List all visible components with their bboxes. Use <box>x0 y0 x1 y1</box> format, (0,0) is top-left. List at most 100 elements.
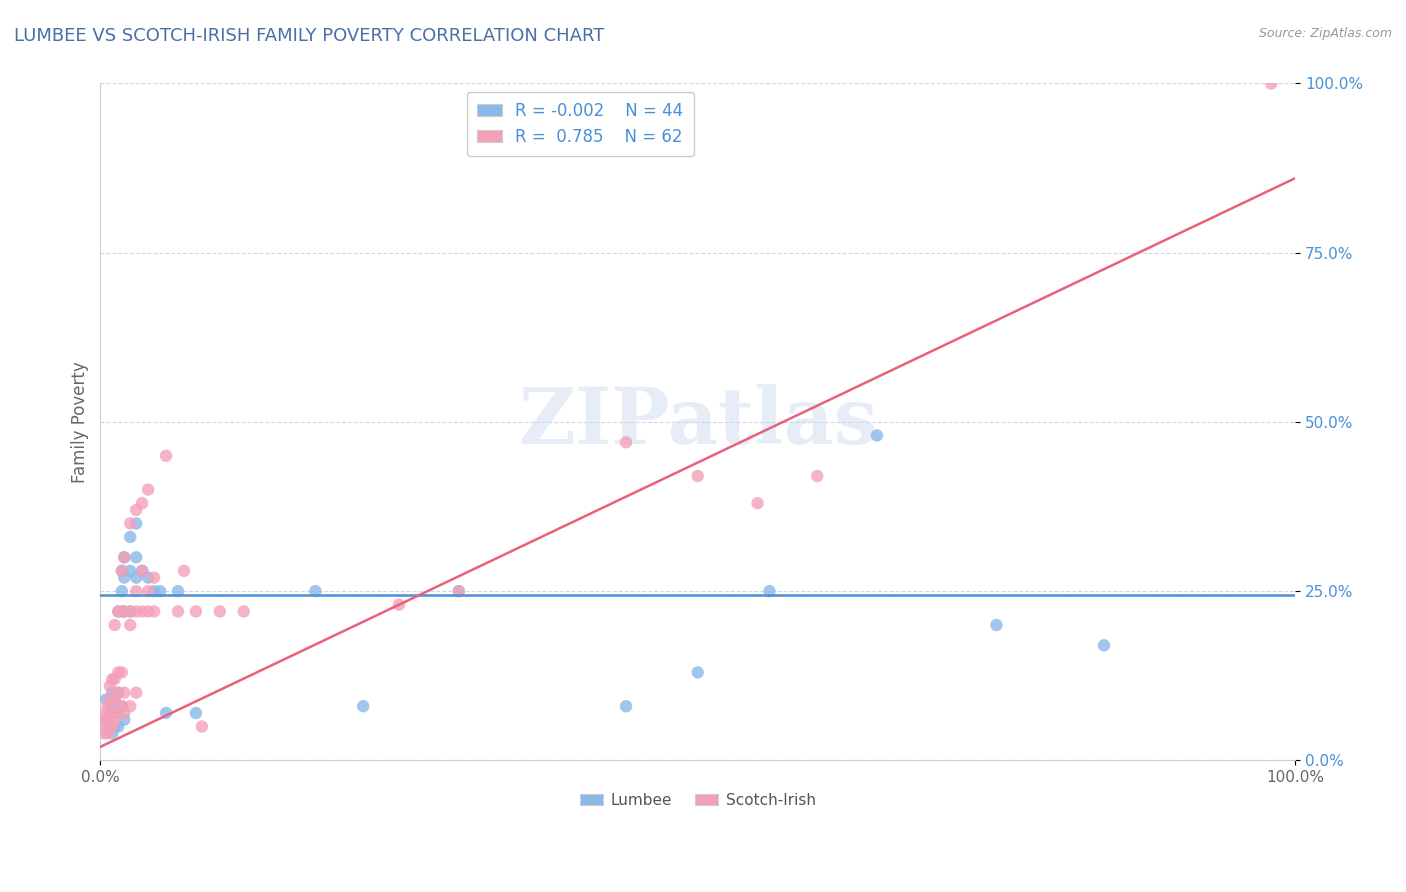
Point <box>97 720 120 734</box>
Point <box>125 550 148 565</box>
Point <box>208 604 231 618</box>
Point <box>388 598 411 612</box>
Point <box>96 692 118 706</box>
Point <box>120 564 142 578</box>
Point <box>107 706 129 720</box>
Point <box>107 604 129 618</box>
Point <box>806 469 828 483</box>
Point <box>112 571 135 585</box>
Point <box>112 550 135 565</box>
Point <box>173 564 195 578</box>
Point <box>97 720 120 734</box>
Point <box>120 604 142 618</box>
Point <box>111 699 134 714</box>
Point <box>93 726 115 740</box>
Point <box>101 706 124 720</box>
Text: LUMBEE VS SCOTCH-IRISH FAMILY POVERTY CORRELATION CHART: LUMBEE VS SCOTCH-IRISH FAMILY POVERTY CO… <box>14 27 605 45</box>
Point <box>96 720 118 734</box>
Y-axis label: Family Poverty: Family Poverty <box>72 361 89 483</box>
Text: Source: ZipAtlas.com: Source: ZipAtlas.com <box>1258 27 1392 40</box>
Point <box>136 571 159 585</box>
Point <box>747 496 769 510</box>
Point <box>98 692 121 706</box>
Point <box>614 699 637 714</box>
Point <box>111 699 134 714</box>
Point <box>98 706 121 720</box>
Point <box>101 692 124 706</box>
Point <box>104 713 127 727</box>
Point <box>104 692 127 706</box>
Point <box>111 665 134 680</box>
Point <box>101 672 124 686</box>
Point <box>107 706 129 720</box>
Point <box>107 604 129 618</box>
Point <box>96 713 118 727</box>
Point <box>866 428 889 442</box>
Point <box>447 584 470 599</box>
Point <box>232 604 254 618</box>
Point <box>986 618 1008 632</box>
Text: ZIPatlas: ZIPatlas <box>517 384 877 460</box>
Point <box>686 665 709 680</box>
Point <box>167 604 190 618</box>
Point <box>184 706 207 720</box>
Point <box>686 469 709 483</box>
Point <box>184 604 207 618</box>
Point <box>111 564 134 578</box>
Point <box>136 483 159 497</box>
Point <box>107 686 129 700</box>
Point <box>98 679 121 693</box>
Point <box>191 720 214 734</box>
Point <box>111 584 134 599</box>
Point <box>136 584 159 599</box>
Point <box>125 516 148 531</box>
Point <box>107 665 129 680</box>
Point <box>304 584 326 599</box>
Point <box>120 604 142 618</box>
Point <box>143 604 166 618</box>
Point <box>131 564 153 578</box>
Point <box>112 604 135 618</box>
Point <box>96 706 118 720</box>
Point <box>1260 77 1282 91</box>
Point <box>120 618 142 632</box>
Point <box>149 584 172 599</box>
Point <box>112 713 135 727</box>
Point <box>98 720 121 734</box>
Point <box>96 726 118 740</box>
Point <box>104 720 127 734</box>
Point <box>125 571 148 585</box>
Legend: Lumbee, Scotch-Irish: Lumbee, Scotch-Irish <box>574 787 821 814</box>
Point <box>614 435 637 450</box>
Point <box>112 550 135 565</box>
Point <box>111 564 134 578</box>
Point <box>131 496 153 510</box>
Point <box>112 706 135 720</box>
Point <box>120 530 142 544</box>
Point <box>98 706 121 720</box>
Point <box>167 584 190 599</box>
Point <box>104 706 127 720</box>
Point <box>96 699 118 714</box>
Point <box>112 604 135 618</box>
Point <box>101 706 124 720</box>
Point <box>447 584 470 599</box>
Point <box>101 726 124 740</box>
Point <box>107 686 129 700</box>
Point <box>352 699 374 714</box>
Point <box>104 672 127 686</box>
Point <box>101 720 124 734</box>
Point <box>143 571 166 585</box>
Point <box>96 713 118 727</box>
Point <box>94 713 117 727</box>
Point <box>112 686 135 700</box>
Point <box>120 699 142 714</box>
Point <box>125 686 148 700</box>
Point <box>111 604 134 618</box>
Point <box>101 686 124 700</box>
Point <box>758 584 780 599</box>
Point <box>155 449 177 463</box>
Point <box>131 604 153 618</box>
Point <box>1092 638 1115 652</box>
Point <box>101 699 124 714</box>
